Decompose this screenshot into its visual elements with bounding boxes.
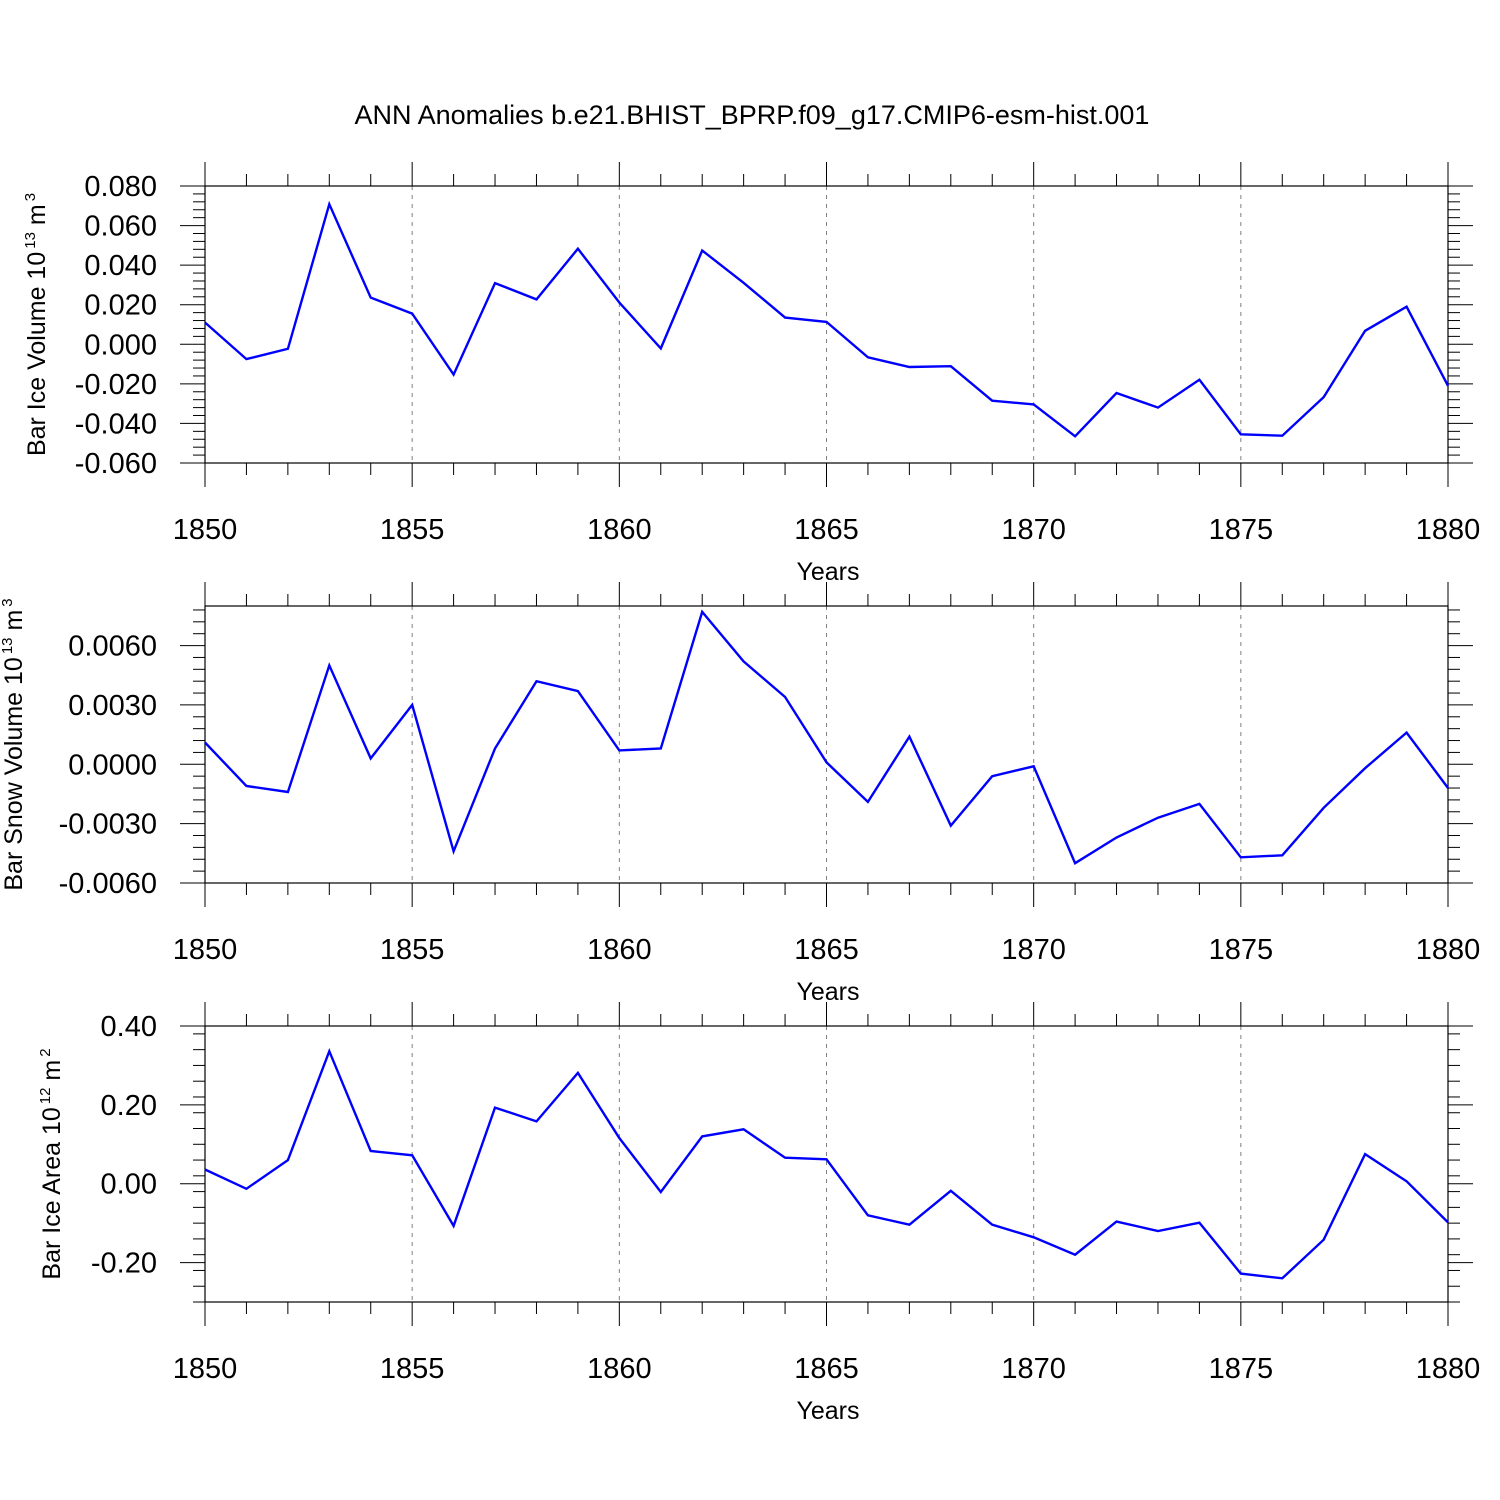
y-axis-label: Bar Ice Volume 10 13 m 3 — [22, 193, 51, 456]
x-tick-label: 1855 — [380, 514, 445, 546]
y-axis-label-text: Bar Ice Volume 10 — [23, 252, 51, 456]
y-axis-label-text: Bar Snow Volume 10 — [0, 657, 28, 890]
y-tick-label: -0.040 — [75, 408, 157, 440]
x-tick-label: 1880 — [1416, 1353, 1481, 1385]
x-tick-label: 1850 — [173, 1353, 238, 1385]
x-tick-label: 1865 — [794, 934, 859, 966]
x-tick-label: 1855 — [380, 1353, 445, 1385]
y-tick-label: 0.20 — [101, 1090, 157, 1122]
data-series-line — [204, 1047, 1449, 1280]
y-axis-label-unit-exponent: 3 — [22, 193, 39, 201]
y-tick-label: 0.0060 — [68, 631, 157, 663]
y-tick-label: 0.020 — [84, 290, 157, 322]
x-tick-label: 1850 — [173, 514, 238, 546]
x-tick-label: 1855 — [380, 934, 445, 966]
x-tick-label: 1880 — [1416, 934, 1481, 966]
x-tick-label: 1865 — [794, 514, 859, 546]
y-tick-label: 0.040 — [84, 250, 157, 282]
y-tick-label: -0.20 — [91, 1248, 157, 1280]
y-tick-label: 0.000 — [84, 329, 157, 361]
y-axis-label-unit: m — [38, 1060, 66, 1088]
y-tick-label: 0.0030 — [68, 690, 157, 722]
x-axis-label: Years — [796, 558, 859, 586]
y-axis-label-exponent: 13 — [22, 232, 39, 249]
y-tick-label: -0.0060 — [59, 868, 157, 900]
y-tick-label: 0.080 — [84, 171, 157, 203]
y-axis-label: Bar Ice Area 10 12 m 2 — [37, 1048, 66, 1279]
y-axis-label-exponent: 12 — [37, 1088, 54, 1105]
x-tick-label: 1875 — [1209, 514, 1274, 546]
panel-3: 1850 1855 1860 1865 1870 1875 1880 Years -0.20 0.… — [37, 1002, 1480, 1425]
y-axis-label-unit: m — [0, 610, 28, 638]
x-axis-label: Years — [796, 978, 859, 1006]
x-tick-label: 1865 — [794, 1353, 859, 1385]
y-tick-label: 0.0000 — [68, 749, 157, 781]
x-tick-label: 1860 — [587, 934, 652, 966]
x-tick-label: 1875 — [1209, 1353, 1274, 1385]
x-tick-label: 1870 — [1001, 1353, 1066, 1385]
y-axis-label-text: Bar Ice Area 10 — [38, 1107, 66, 1279]
x-tick-label: 1870 — [1001, 514, 1066, 546]
y-axis-label-unit-exponent: 3 — [0, 598, 16, 606]
y-tick-label: -0.0030 — [59, 809, 157, 841]
y-axis-label: Bar Snow Volume 10 13 m 3 — [0, 598, 28, 890]
x-tick-label: 1870 — [1001, 934, 1066, 966]
data-series-line — [204, 609, 1449, 865]
x-tick-label: 1875 — [1209, 934, 1274, 966]
x-tick-label: 1850 — [173, 934, 238, 966]
x-tick-label: 1860 — [587, 1353, 652, 1385]
panel-1: 1850 1855 1860 1865 1870 1875 1880 Years -0.060 -… — [22, 162, 1480, 586]
y-tick-label: 0.40 — [101, 1011, 157, 1043]
chart-title: ANN Anomalies b.e21.BHIST_BPRP.f09_g17.C… — [355, 100, 1150, 130]
x-tick-label: 1860 — [587, 514, 652, 546]
y-axis-label-unit: m — [23, 204, 51, 232]
y-tick-label: 0.060 — [84, 211, 157, 243]
y-tick-label: 0.00 — [101, 1169, 157, 1201]
panel-2: 1850 1855 1860 1865 1870 1875 1880 Years -0.0060… — [0, 582, 1480, 1006]
x-tick-label: 1880 — [1416, 514, 1481, 546]
x-axis-label: Years — [796, 1397, 859, 1425]
y-axis-label-exponent: 13 — [0, 637, 16, 654]
y-tick-label: -0.060 — [75, 448, 157, 480]
data-series-line — [204, 200, 1450, 438]
y-axis-label-unit-exponent: 2 — [37, 1048, 54, 1056]
y-tick-label: -0.020 — [75, 369, 157, 401]
